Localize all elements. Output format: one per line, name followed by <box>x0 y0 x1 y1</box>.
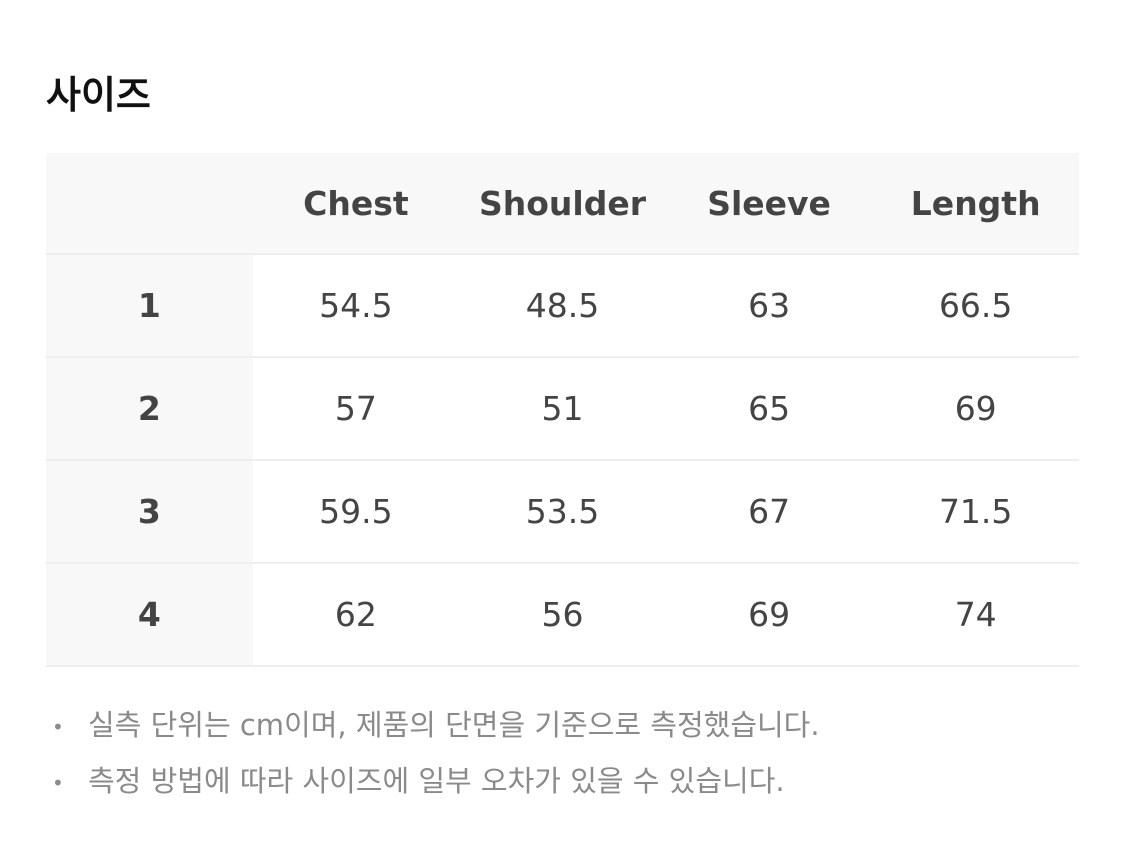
header-chest: Chest <box>303 183 409 223</box>
header-size <box>46 153 253 254</box>
table-header-row: Chest Shoulder Sleeve Length <box>46 153 1079 254</box>
size-table: Chest Shoulder Sleeve Length 1 54.5 48.5 63… <box>46 153 1079 667</box>
measurement-cell: 57 <box>334 389 377 428</box>
measurement-cell: 54.5 <box>319 286 393 325</box>
table-row: 1 54.5 48.5 63 66.5 <box>46 254 1079 357</box>
header-length: Length <box>910 183 1041 223</box>
measurement-cell: 67 <box>748 492 791 531</box>
measurement-cell: 53.5 <box>525 492 600 531</box>
measurement-cell: 74 <box>954 595 997 634</box>
section-title: 사이즈 <box>46 73 151 117</box>
size-label: 3 <box>46 460 253 563</box>
bullet-icon: • <box>52 771 64 795</box>
measurement-cell: 51 <box>541 389 584 428</box>
table-row: 2 57 51 65 69 <box>46 357 1079 460</box>
table-row: 4 62 56 69 74 <box>46 563 1079 666</box>
header-sleeve: Sleeve <box>707 183 831 223</box>
measurement-cell: 56 <box>541 595 584 634</box>
measurement-cell: 48.5 <box>525 286 600 325</box>
measurement-cell: 63 <box>748 286 791 325</box>
note-item: • 실측 단위는 cm이며, 제품의 단면을 기준으로 측정했습니다. <box>52 700 820 756</box>
size-label: 1 <box>46 254 253 357</box>
note-text: 측정 방법에 따라 사이즈에 일부 오차가 있을 수 있습니다. <box>88 764 785 798</box>
note-item: • 측정 방법에 따라 사이즈에 일부 오차가 있을 수 있습니다. <box>52 756 820 812</box>
size-label: 4 <box>46 563 253 666</box>
measurement-cell: 59.5 <box>319 492 393 531</box>
measurement-cell: 66.5 <box>938 286 1013 325</box>
note-text: 실측 단위는 cm이며, 제품의 단면을 기준으로 측정했습니다. <box>88 708 820 742</box>
measurement-cell: 69 <box>748 595 791 634</box>
bullet-icon: • <box>52 715 64 739</box>
measurement-cell: 65 <box>748 389 791 428</box>
table-row: 3 59.5 53.5 67 71.5 <box>46 460 1079 563</box>
measurement-cell: 71.5 <box>938 492 1013 531</box>
notes-list: • 실측 단위는 cm이며, 제품의 단면을 기준으로 측정했습니다. • 측정 방… <box>52 700 820 812</box>
header-shoulder: Shoulder <box>478 183 646 223</box>
measurement-cell: 69 <box>954 389 997 428</box>
measurement-cell: 62 <box>334 595 377 634</box>
size-label: 2 <box>46 357 253 460</box>
